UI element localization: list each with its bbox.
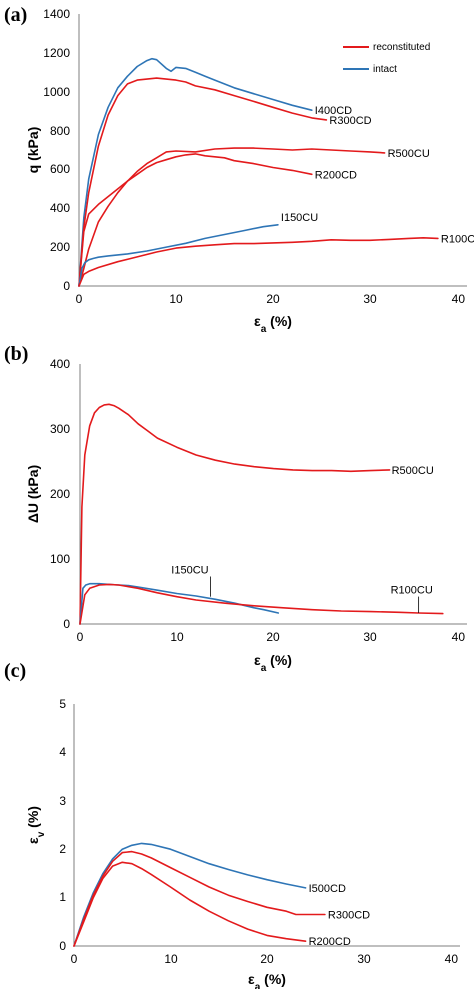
series-line-i150cu	[79, 582, 280, 625]
series-line-r200cd	[78, 153, 313, 287]
panel-b-xtick: 40	[452, 630, 466, 644]
series-label-r300cd: R300CD	[329, 115, 371, 127]
panel-b-label: (b)	[4, 343, 28, 365]
panel-b-label-group: R500CU I150CU R100CU	[171, 465, 434, 613]
panel-b-xtick: 10	[170, 630, 184, 644]
panel-a-xtick: 40	[452, 292, 466, 306]
panel-c-label: (c)	[4, 660, 26, 682]
panel-a-xtick: 0	[76, 292, 83, 306]
panel-b-ytick: 400	[50, 357, 70, 371]
panel-c-ytick: 4	[59, 745, 66, 759]
panel-c-y-title: εv (%)	[25, 806, 47, 844]
series-label-r100cu: R100CU	[441, 233, 474, 245]
series-line-r200cd	[73, 861, 307, 947]
panel-b-series-group	[79, 403, 444, 625]
series-label-r200cd: R200CD	[315, 169, 357, 181]
series-line-r500cu	[78, 147, 386, 287]
panel-c: (c) 0 1 2 3 4 5 0 10 20 30 40 εa (%) εv …	[4, 660, 460, 989]
panel-c-ytick: 2	[59, 842, 66, 856]
panel-a-label: (a)	[4, 4, 27, 26]
panel-b-ytick: 100	[50, 552, 70, 566]
panel-c-series-group	[73, 842, 326, 947]
panel-b-xtick: 30	[363, 630, 377, 644]
panel-b-xtick: 20	[266, 630, 280, 644]
panel-b-ytick: 0	[63, 617, 70, 631]
panel-a-series-group	[78, 57, 439, 287]
panel-b-x-title: εa (%)	[254, 652, 292, 674]
panel-a-ytick: 400	[50, 201, 70, 215]
series-label-i150cu: I150CU	[281, 212, 318, 224]
panel-c-xtick: 30	[357, 952, 371, 966]
series-line-i150cu	[78, 224, 279, 287]
panel-a-xtick: 20	[266, 292, 280, 306]
series-label-r100cu: R100CU	[391, 585, 433, 597]
series-line-r300cd	[73, 850, 326, 947]
series-line-r100cu	[78, 237, 439, 287]
panel-b-xtick: 0	[77, 630, 84, 644]
series-label-r500cu: R500CU	[388, 148, 430, 160]
panel-c-ytick: 5	[59, 697, 66, 711]
panel-a: (a) 0 200 400 600 800 1000 1200 1400 0 1…	[4, 4, 474, 335]
panel-c-xtick: 10	[164, 952, 178, 966]
series-line-r300cd	[78, 77, 328, 287]
panel-a-ytick: 1200	[43, 46, 70, 60]
panel-c-ytick: 0	[59, 939, 66, 953]
series-line-i400cd	[78, 57, 313, 287]
series-label-i400cd: I400CD	[315, 105, 352, 117]
legend-label-reconstituted: reconstituted	[373, 42, 430, 53]
panel-a-y-title: q (kPa)	[25, 127, 41, 174]
panel-a-ytick: 1400	[43, 7, 70, 21]
panel-a-ytick: 600	[50, 162, 70, 176]
panel-c-ytick: 3	[59, 794, 66, 808]
series-label-i150cu: I150CU	[171, 565, 208, 577]
series-line-r100cu	[79, 583, 444, 625]
panel-c-xtick: 20	[260, 952, 274, 966]
panel-a-xtick: 30	[363, 292, 377, 306]
series-line-i500cd	[73, 842, 307, 947]
legend-label-intact: intact	[373, 64, 397, 75]
series-label-r300cd: R300CD	[328, 910, 370, 922]
panel-a-ytick: 800	[50, 124, 70, 138]
series-label-r500cu: R500CU	[392, 465, 434, 477]
panel-c-ytick: 1	[59, 890, 66, 904]
series-label-r200cd: R200CD	[309, 936, 351, 948]
panel-c-x-title: εa (%)	[248, 971, 286, 989]
legend: reconstituted intact	[343, 42, 430, 75]
panel-a-axes	[78, 14, 467, 287]
panel-b-y-title: ΔU (kPa)	[25, 465, 41, 523]
panel-a-ytick: 0	[63, 279, 70, 293]
panel-a-x-title: εa (%)	[254, 313, 292, 335]
series-line-r500cu	[79, 403, 391, 625]
panel-c-label-group: I500CD R300CD R200CD	[309, 883, 371, 948]
series-label-i500cd: I500CD	[309, 883, 346, 895]
panel-a-xtick: 10	[169, 292, 183, 306]
panel-b-ytick: 300	[50, 422, 70, 436]
panel-a-ytick: 1000	[43, 85, 70, 99]
panel-c-xtick: 0	[71, 952, 78, 966]
panel-a-ytick: 200	[50, 240, 70, 254]
panel-b: (b) 0 100 200 300 400 0 10 20 30 40 εa (…	[4, 343, 467, 674]
panel-b-ytick: 200	[50, 487, 70, 501]
panel-c-xtick: 40	[445, 952, 459, 966]
